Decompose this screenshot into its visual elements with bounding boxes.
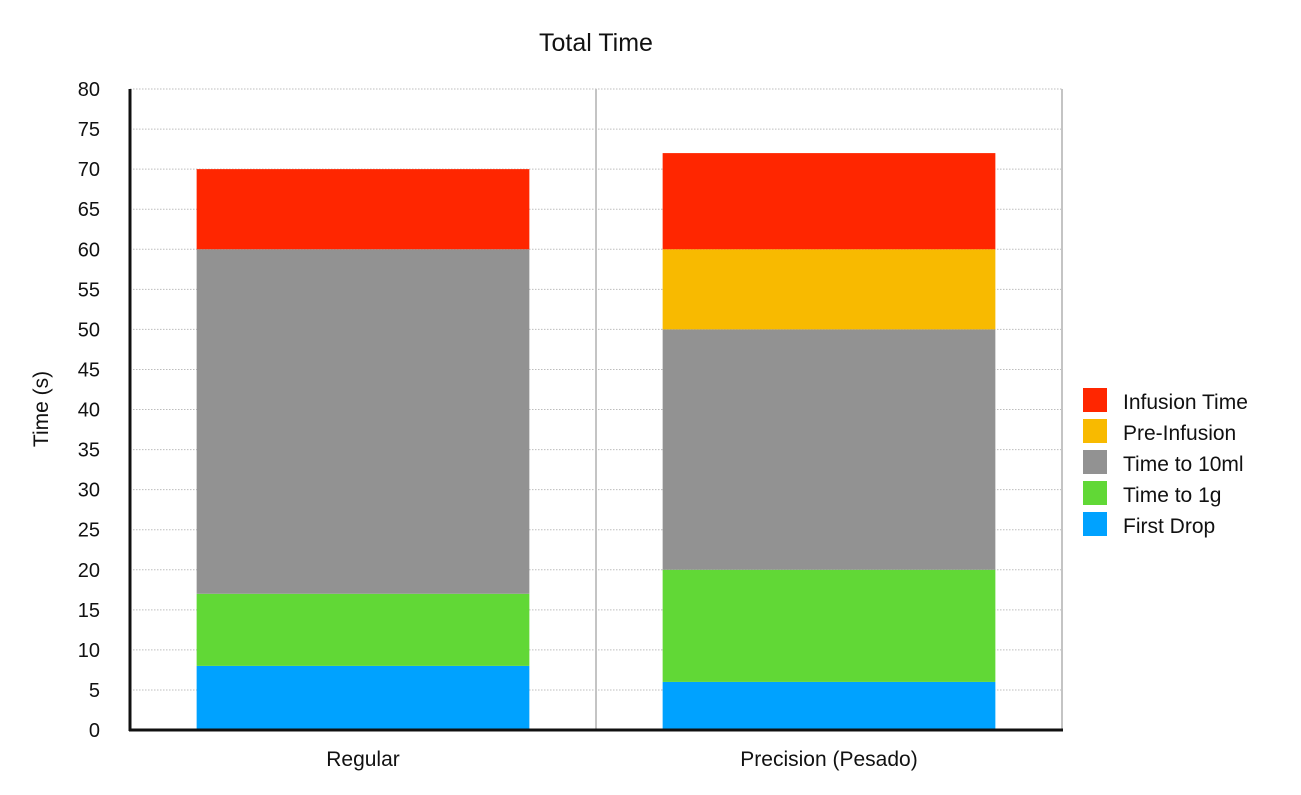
y-tick-label: 10: [78, 640, 100, 662]
bar-segment-first-drop: [196, 665, 530, 730]
legend-swatch: [1083, 419, 1107, 443]
legend-swatch: [1083, 450, 1107, 474]
bar-segment-time-to-1g: [196, 593, 530, 666]
bar-segment-time-to-10ml: [662, 329, 996, 570]
y-tick-label: 45: [78, 359, 100, 381]
y-tick-label: 60: [78, 239, 100, 261]
legend-swatch: [1083, 481, 1107, 505]
legend-label: First Drop: [1123, 515, 1215, 538]
bar-segment-infusion-time: [662, 153, 996, 250]
y-tick-label: 80: [78, 79, 100, 101]
bar-segment-pre-infusion: [662, 249, 996, 330]
y-tick-label: 30: [78, 480, 100, 502]
y-tick-label: 25: [78, 520, 100, 542]
y-tick-labels: 0 5 10 15 20 25 30 35 40 45 50 55 60 65 70 75 80: [78, 79, 100, 742]
bar-segment-time-to-1g: [662, 569, 996, 682]
axes: [128, 89, 1063, 732]
gridlines: [130, 88, 1063, 730]
y-tick-label: 0: [89, 720, 100, 742]
x-category-labels: Regular Precision (Pesado): [326, 748, 917, 771]
y-tick-label: 50: [78, 319, 100, 341]
x-category-label: Regular: [326, 748, 400, 771]
bar-segment-infusion-time: [196, 169, 530, 250]
y-tick-label: 75: [78, 119, 100, 141]
legend-label: Time to 1g: [1123, 484, 1221, 507]
legend-label: Pre-Infusion: [1123, 422, 1236, 445]
legend: Infusion Time Pre-Infusion Time to 10ml Tim…: [1083, 388, 1248, 538]
x-category-label: Precision (Pesado): [740, 748, 917, 771]
legend-swatch: [1083, 512, 1107, 536]
y-tick-label: 35: [78, 440, 100, 462]
bars: [196, 153, 996, 730]
chart-title: Total Time: [539, 29, 653, 57]
legend-swatch: [1083, 388, 1107, 412]
bar-segment-first-drop: [662, 681, 996, 730]
legend-label: Time to 10ml: [1123, 453, 1244, 476]
y-tick-label: 40: [78, 400, 100, 422]
y-tick-label: 65: [78, 199, 100, 221]
y-tick-label: 20: [78, 560, 100, 582]
y-tick-label: 5: [89, 680, 100, 702]
y-tick-label: 70: [78, 159, 100, 181]
y-axis-title: Time (s): [30, 371, 53, 447]
y-tick-label: 15: [78, 600, 100, 622]
bar-segment-time-to-10ml: [196, 249, 530, 594]
y-tick-label: 55: [78, 279, 100, 301]
legend-label: Infusion Time: [1123, 391, 1248, 414]
